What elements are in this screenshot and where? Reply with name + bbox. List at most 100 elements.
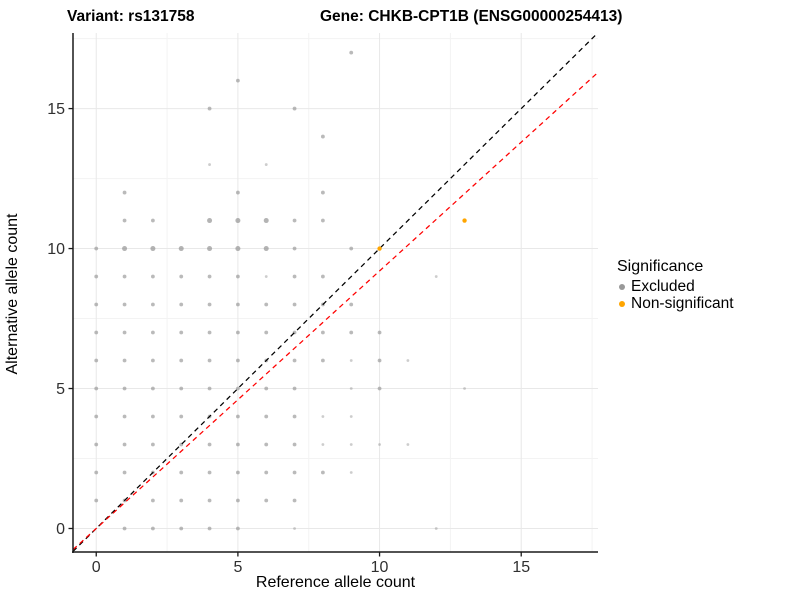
data-point — [292, 274, 297, 279]
data-point — [349, 50, 354, 55]
data-point — [264, 442, 269, 447]
legend: Significance Excluded Non-significant — [617, 258, 734, 312]
y-tick-label: 5 — [56, 381, 65, 398]
data-point — [179, 526, 184, 531]
data-point — [264, 302, 269, 307]
data-point — [263, 246, 269, 252]
data-point — [94, 386, 99, 391]
data-point — [94, 330, 99, 335]
y-axis-title: Alternative allele count — [4, 213, 21, 375]
data-point — [122, 330, 127, 335]
data-point — [349, 443, 353, 446]
data-point — [349, 387, 353, 390]
data-point — [292, 106, 297, 111]
data-point — [320, 134, 325, 139]
data-point — [320, 330, 325, 335]
data-point — [263, 218, 269, 224]
data-point — [349, 359, 353, 362]
data-point — [179, 302, 184, 307]
data-point — [122, 274, 127, 279]
data-point — [264, 386, 269, 391]
data-point — [150, 246, 156, 252]
data-point — [406, 443, 410, 446]
data-point — [207, 470, 212, 475]
data-point — [235, 246, 241, 252]
data-point — [150, 274, 155, 279]
data-point — [94, 302, 99, 307]
data-point — [264, 330, 269, 335]
data-point — [320, 190, 325, 195]
data-point — [292, 470, 297, 475]
data-point — [264, 163, 268, 166]
data-point — [207, 526, 212, 531]
data-point — [122, 386, 127, 391]
data-point — [207, 302, 212, 307]
data-point — [207, 442, 212, 447]
data-point — [235, 274, 240, 279]
y-tick-label: 15 — [47, 101, 65, 118]
y-tick-label: 0 — [56, 521, 65, 538]
data-point — [122, 302, 127, 307]
data-point — [377, 246, 382, 251]
data-point — [207, 498, 212, 503]
data-point — [235, 442, 240, 447]
excluded-point-icon — [619, 283, 625, 290]
legend-item-non-significant: Non-significant — [617, 295, 734, 312]
data-point — [179, 330, 184, 335]
data-point — [235, 498, 240, 503]
data-point — [150, 302, 155, 307]
data-point — [320, 358, 325, 363]
data-point — [264, 275, 268, 278]
legend-item-label: Non-significant — [631, 294, 734, 312]
data-point — [320, 470, 325, 475]
data-point — [94, 470, 99, 475]
data-point — [235, 78, 240, 83]
data-point — [122, 526, 127, 531]
data-point — [94, 498, 99, 503]
data-point — [321, 415, 325, 418]
data-point — [122, 414, 127, 419]
x-tick-label: 15 — [512, 559, 530, 576]
data-point — [94, 358, 99, 363]
data-point — [122, 442, 127, 447]
y-tick-label: 10 — [47, 241, 65, 258]
data-point — [264, 498, 269, 503]
data-point — [122, 218, 127, 223]
data-point — [179, 386, 184, 391]
data-point — [235, 190, 240, 195]
data-point — [349, 302, 354, 307]
data-point — [235, 526, 240, 531]
x-tick-label: 5 — [233, 559, 242, 576]
data-point — [292, 414, 297, 419]
data-point — [150, 386, 155, 391]
data-point — [150, 358, 155, 363]
data-point — [122, 358, 127, 363]
data-point — [378, 443, 381, 446]
data-point — [179, 274, 184, 279]
data-point — [235, 414, 240, 419]
data-point — [462, 218, 467, 223]
data-point — [321, 443, 325, 446]
legend-item-label: Excluded — [631, 277, 695, 295]
data-point — [349, 246, 354, 251]
plot-title-variant: Variant: rs131758 — [67, 8, 195, 25]
data-point — [320, 218, 325, 223]
data-point — [122, 246, 128, 252]
data-point — [94, 274, 99, 279]
data-point — [94, 246, 99, 251]
data-point — [207, 246, 213, 252]
data-point — [349, 415, 353, 418]
data-point — [463, 387, 466, 390]
data-point — [179, 470, 184, 475]
data-point — [207, 218, 213, 224]
data-point — [150, 526, 155, 531]
data-point — [235, 386, 240, 391]
data-point — [235, 358, 240, 363]
data-point — [150, 414, 155, 419]
data-point — [207, 106, 212, 111]
data-point — [292, 498, 297, 503]
data-point — [406, 359, 410, 362]
data-point — [292, 442, 297, 447]
data-point — [179, 358, 184, 363]
